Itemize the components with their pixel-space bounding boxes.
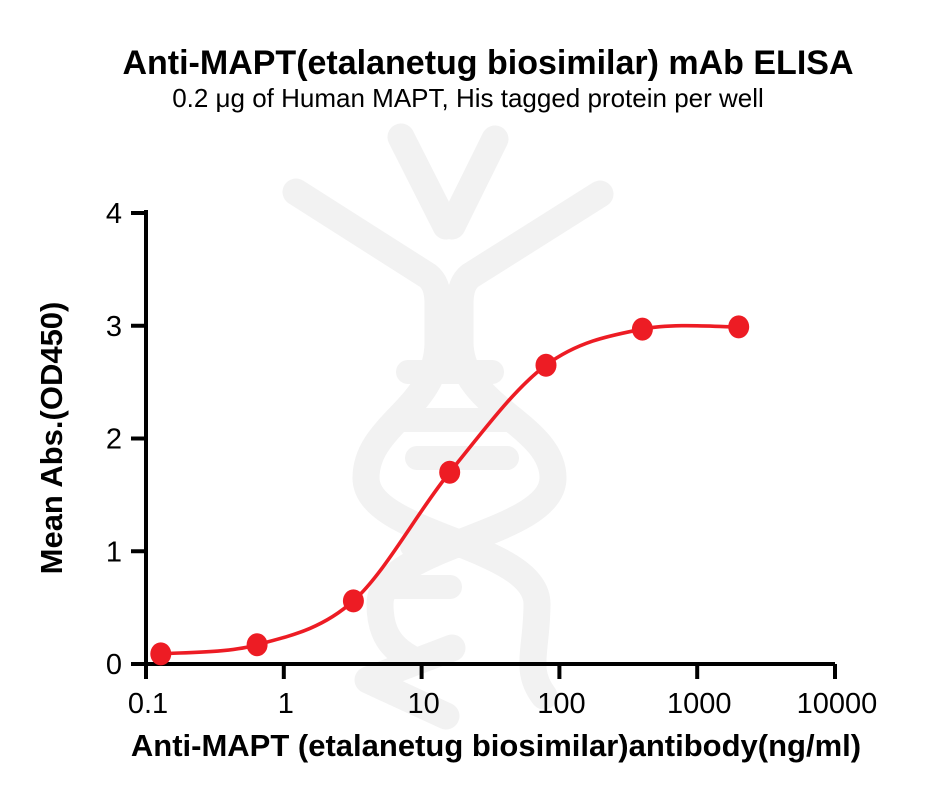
x-tick-label: 1 [278, 688, 294, 720]
x-tick-label: 0.1 [128, 688, 168, 720]
data-points [150, 315, 750, 666]
y-axis-label: Mean Abs.(OD450) [34, 302, 69, 575]
data-point-marker [728, 315, 750, 339]
x-tick-label: 10 [407, 688, 439, 720]
x-tick-label: 10000 [797, 688, 878, 720]
x-axis-label: Anti-MAPT (etalanetug biosimilar)antibod… [131, 728, 861, 763]
watermark-inner-right-arm [438, 125, 509, 240]
data-point-marker [439, 460, 461, 484]
data-point-marker [342, 589, 364, 613]
watermark-outer-right-arm [446, 180, 614, 356]
y-tick-label: 2 [106, 424, 122, 456]
data-point-marker [150, 642, 172, 666]
y-tick-label: 1 [106, 536, 122, 568]
data-point-marker [535, 353, 557, 377]
data-point-marker [631, 317, 653, 341]
x-tick-label: 1000 [667, 688, 732, 720]
antibody-dna-watermark-icon [282, 123, 614, 730]
y-tick-label: 3 [106, 311, 122, 343]
watermark-outer-left-arm [282, 178, 452, 356]
chart-subtitle: 0.2 μg of Human MAPT, His tagged protein… [172, 83, 764, 113]
y-tick-label: 4 [106, 198, 122, 230]
watermark-inner-left-arm [387, 123, 460, 240]
y-tick-label: 0 [106, 649, 122, 681]
chart-title: Anti-MAPT(etalanetug biosimilar) mAb ELI… [122, 44, 853, 82]
data-point-marker [246, 633, 268, 657]
x-tick-label: 100 [537, 688, 585, 720]
x-axis: 0.1 1 10 100 1000 10000 [128, 662, 878, 720]
y-axis: 0 1 2 3 4 [106, 198, 148, 681]
watermark-helix-chevron [354, 634, 466, 730]
